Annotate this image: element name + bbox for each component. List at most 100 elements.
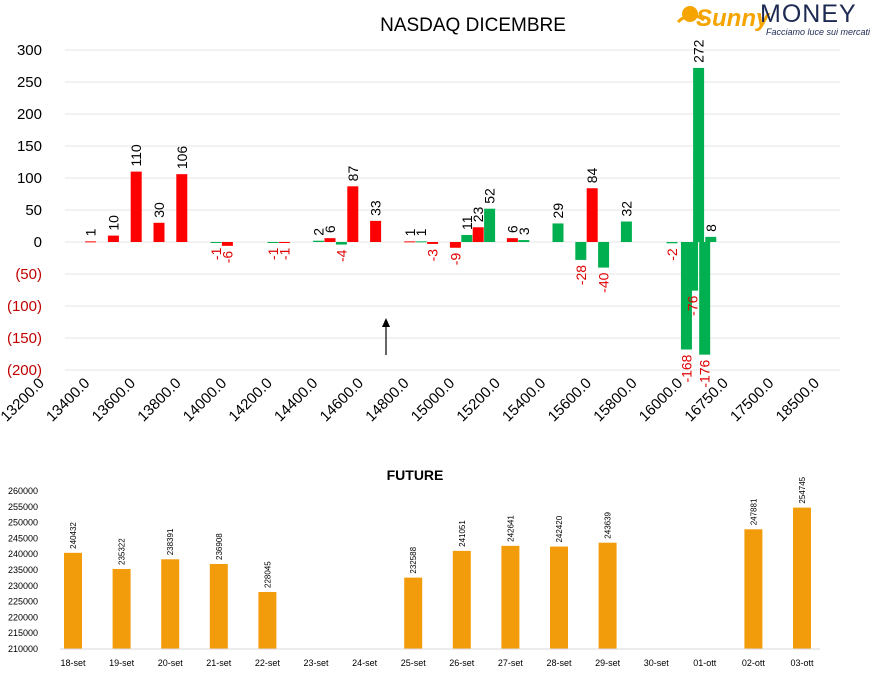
bar <box>666 242 678 244</box>
bar <box>501 545 520 649</box>
data-label: 228045 <box>263 561 272 588</box>
logo-brand-part2: MONEY <box>760 0 857 28</box>
logo-brand-part1: Sunny <box>696 5 771 32</box>
x-axis-ticks: 18-set 19-set 20-set 21-set 22-set 23-set 24-s… <box>60 658 814 668</box>
bar <box>335 242 347 245</box>
bar <box>449 242 461 248</box>
data-label: 8 <box>703 224 719 232</box>
data-label: 106 <box>174 146 190 170</box>
bar <box>598 542 617 649</box>
data-labels: 240432 235322 238391 236908 228045 232588 2410… <box>69 476 807 588</box>
y-tick-label: 260000 <box>8 486 38 496</box>
bar <box>258 591 277 649</box>
data-label: 243639 <box>604 511 613 538</box>
bars <box>64 507 811 649</box>
data-label: 2 <box>311 228 327 236</box>
x-tick-label: 13200.0 <box>0 375 48 425</box>
x-tick-label: 15800.0 <box>590 375 640 425</box>
y-tick-label: 200 <box>17 106 42 123</box>
x-tick-label: 14400.0 <box>271 375 321 425</box>
bar <box>506 238 518 242</box>
logo-tagline: Facciamo luce sui mercati <box>766 27 871 37</box>
bar <box>427 242 439 244</box>
x-tick-label: 16000.0 <box>636 375 686 425</box>
y-tick-label: (150) <box>7 330 42 347</box>
x-tick-label: 21-set <box>206 658 232 668</box>
data-label: 3 <box>516 227 532 235</box>
bar <box>461 234 473 242</box>
bar <box>176 174 188 242</box>
x-tick-label: 03-ott <box>790 658 814 668</box>
sun-icon <box>676 6 705 24</box>
y-axis-ticks: 300 250 200 150 100 50 0 (50) (100) (150) (200) <box>7 42 42 379</box>
x-tick-label: 17500.0 <box>727 375 777 425</box>
bar <box>687 242 699 291</box>
data-label: -76 <box>685 295 701 315</box>
bar <box>347 186 359 242</box>
data-label: 247881 <box>749 498 758 525</box>
bar <box>693 67 705 242</box>
data-label: 110 <box>128 144 144 167</box>
bar <box>404 241 416 243</box>
data-label: 1 <box>413 228 429 236</box>
bar <box>705 236 717 242</box>
x-tick-label: 02-ott <box>742 658 766 668</box>
y-tick-label: 100 <box>17 170 42 187</box>
data-label: 23 <box>470 206 486 222</box>
y-tick-label: (200) <box>7 362 42 379</box>
data-label: 6 <box>504 225 520 233</box>
data-label: -9 <box>447 253 463 266</box>
y-axis-ticks: 260000 255000 250000 245000 240000 235000 2300… <box>8 486 38 654</box>
data-label: 10 <box>105 215 121 231</box>
x-tick-label: 14600.0 <box>317 375 367 425</box>
data-label: 242641 <box>506 515 515 542</box>
bar <box>85 241 97 243</box>
y-tick-label: 210000 <box>8 644 38 654</box>
data-label: -168 <box>678 354 694 382</box>
x-tick-label: 13400.0 <box>43 375 93 425</box>
data-label: 240432 <box>69 522 78 549</box>
data-label: 52 <box>482 188 498 204</box>
bar <box>370 220 382 242</box>
bar <box>415 241 427 243</box>
bar <box>699 242 711 355</box>
x-tick-label: 13800.0 <box>134 375 184 425</box>
x-tick-label: 15600.0 <box>545 375 595 425</box>
bar <box>210 242 222 243</box>
bar <box>552 223 564 242</box>
data-label: 242420 <box>555 515 564 542</box>
x-tick-label: 13600.0 <box>89 375 139 425</box>
data-label: -1 <box>265 247 281 260</box>
x-tick-label: 23-set <box>303 658 329 668</box>
data-label: -176 <box>697 359 713 387</box>
data-label: 32 <box>618 201 634 217</box>
bar <box>153 222 165 242</box>
data-label: -2 <box>664 248 680 261</box>
bar <box>130 171 142 242</box>
x-tick-label: 26-set <box>449 658 475 668</box>
bar <box>404 577 423 649</box>
x-tick-label: 14000.0 <box>180 375 230 425</box>
data-label: 232588 <box>409 546 418 573</box>
data-label: 254745 <box>798 476 807 503</box>
chart-title: FUTURE <box>387 467 444 483</box>
x-tick-label: 20-set <box>158 658 184 668</box>
data-label: 1 <box>402 228 418 236</box>
bar <box>575 242 587 260</box>
data-label: 1 <box>83 228 99 236</box>
bar <box>550 546 568 649</box>
bar <box>278 242 290 243</box>
bar <box>484 208 496 242</box>
data-label: -40 <box>596 272 612 292</box>
bar <box>64 552 82 649</box>
x-tick-label: 14200.0 <box>225 375 275 425</box>
arrow-up-icon <box>382 318 390 355</box>
x-tick-label: 18500.0 <box>773 375 823 425</box>
data-label: 236908 <box>215 533 224 560</box>
chart-title: NASDAQ DICEMBRE <box>380 15 566 36</box>
data-label: 30 <box>151 202 167 218</box>
bars <box>85 67 717 355</box>
data-label: 238391 <box>166 528 175 555</box>
y-tick-label: 0 <box>34 234 42 251</box>
